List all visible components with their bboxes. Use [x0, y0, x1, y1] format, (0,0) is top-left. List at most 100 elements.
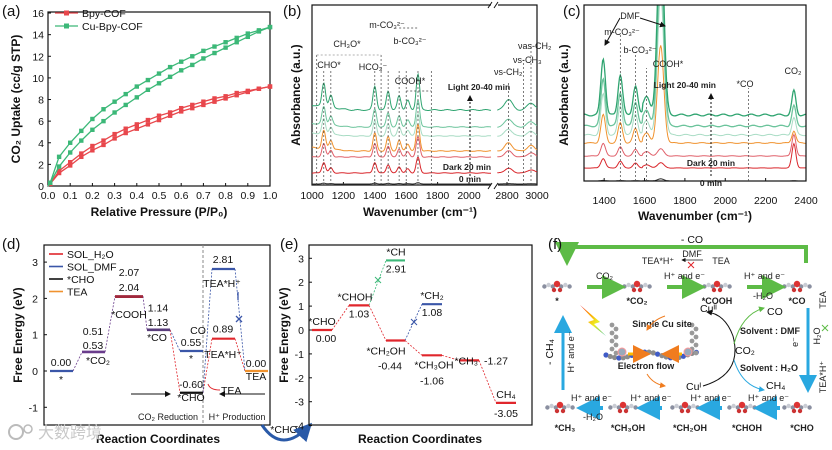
atom	[799, 284, 804, 289]
x-tick-label: 0.8	[218, 190, 233, 202]
atom	[693, 342, 699, 348]
connector-line	[169, 329, 181, 393]
atom	[616, 355, 622, 361]
data-point	[145, 77, 151, 83]
x-tick-label: 1000	[300, 190, 324, 202]
orange-arrow	[646, 373, 666, 389]
atom	[679, 408, 685, 414]
connector-line	[142, 296, 148, 330]
single-cu-site-label: Single Cu site	[632, 319, 692, 329]
ch4-product-label: CH₄	[766, 380, 785, 392]
energy-value-label: 2.91	[386, 263, 407, 275]
data-point	[245, 31, 250, 36]
spectrum-trace	[497, 99, 538, 111]
tea-label: TEA	[818, 291, 828, 309]
peak-annotation: *CO	[736, 79, 753, 89]
data-point	[212, 44, 217, 49]
x-tick-label: 0.2	[85, 190, 100, 202]
series-line-Bpy-COF-adsorption	[47, 85, 271, 187]
spectrum-trace	[312, 182, 491, 185]
species-label: *CHO	[177, 392, 204, 404]
dmf-label: DMF	[682, 249, 702, 259]
atom	[689, 338, 695, 344]
x-tick-label: 0.5	[152, 190, 167, 202]
x-tick-label: 0.9	[240, 190, 255, 202]
spectrum-trace	[584, 5, 806, 117]
x-tick-label: 3000	[525, 190, 549, 202]
legend-label: TEA	[67, 287, 87, 299]
y-tick-label: -1	[295, 349, 304, 361]
data-point	[90, 148, 95, 153]
intermediate-label: *CHOH	[732, 423, 762, 433]
atom	[807, 405, 812, 410]
atom	[566, 403, 571, 409]
series-line-Cu-Bpy-COF-desorption	[47, 26, 271, 187]
data-point	[68, 140, 73, 145]
y-axis-label: Free Energy (eV)	[277, 287, 291, 382]
atom	[807, 284, 812, 289]
watermark: 大数跨境	[8, 423, 102, 442]
panel-label: (b)	[283, 3, 301, 20]
atom	[554, 408, 560, 414]
y-tick-label: 3	[298, 253, 304, 265]
y-tick-label: 12	[32, 51, 44, 63]
atom	[782, 405, 787, 410]
y-tick-label: 2	[298, 277, 304, 289]
data-point	[68, 160, 73, 165]
data-point	[79, 128, 84, 134]
x-tick-label: 0.7	[196, 190, 211, 202]
data-point	[234, 90, 239, 96]
atom	[623, 408, 629, 414]
atom	[693, 326, 699, 332]
data-point	[145, 117, 151, 123]
data-point	[156, 81, 162, 86]
x-tick-label: 1400	[593, 195, 617, 207]
intermediate-label: *CH₂OH	[673, 423, 707, 433]
tea-label: TEA	[712, 256, 730, 266]
redox-cycle-arrow	[702, 309, 736, 387]
data-point	[201, 48, 206, 54]
data-point	[201, 102, 206, 108]
y-tick-label: 8	[38, 95, 44, 107]
spectrum-trace	[584, 5, 806, 128]
legend-label: SOL_H₂O	[67, 249, 114, 261]
atom	[731, 403, 736, 409]
co2-reduction-label: CO₂ Reduction	[138, 412, 198, 422]
connector-line	[72, 351, 83, 372]
cu2-label: Cuᴵᴵ	[700, 303, 717, 315]
x-axis-label: Reaction Coordinates	[358, 432, 482, 446]
atom	[693, 350, 699, 356]
cu-atom	[738, 401, 746, 409]
species-label: *CHOH	[337, 291, 372, 303]
plot-frame	[311, 4, 538, 186]
data-point	[167, 110, 173, 115]
data-point	[267, 24, 273, 30]
peak-annotation: b-CO₃²⁻	[394, 36, 427, 46]
link-arrow	[260, 422, 313, 443]
molecule-2	[702, 280, 732, 293]
x-tick-label: 1800	[673, 195, 697, 207]
data-point	[145, 122, 151, 127]
peak-annotation: HCO₃⁻	[359, 62, 388, 72]
atom	[630, 284, 635, 289]
connector-line	[404, 340, 423, 356]
connector-line	[368, 260, 387, 306]
peak-annotation: CH₃O*	[333, 39, 361, 49]
data-point	[101, 118, 106, 124]
atom	[670, 405, 675, 410]
energy-value-label: -0.60	[179, 379, 203, 391]
step-label: H⁺ and e⁻	[571, 393, 612, 403]
species-label: *CHO	[308, 316, 335, 328]
atom	[563, 282, 568, 288]
co-release-label: - CO	[681, 234, 703, 246]
data-point	[179, 68, 184, 73]
atom	[797, 408, 803, 414]
data-point	[145, 87, 151, 92]
blocked-cross-icon	[374, 276, 382, 284]
atom	[629, 403, 634, 409]
energy-value-label: -1.27	[484, 355, 508, 367]
atom	[625, 405, 630, 410]
data-point	[223, 45, 228, 50]
tea-h-label: TEA*H⁺	[642, 256, 675, 266]
h2o-loss-label: -H₂O	[753, 291, 773, 301]
